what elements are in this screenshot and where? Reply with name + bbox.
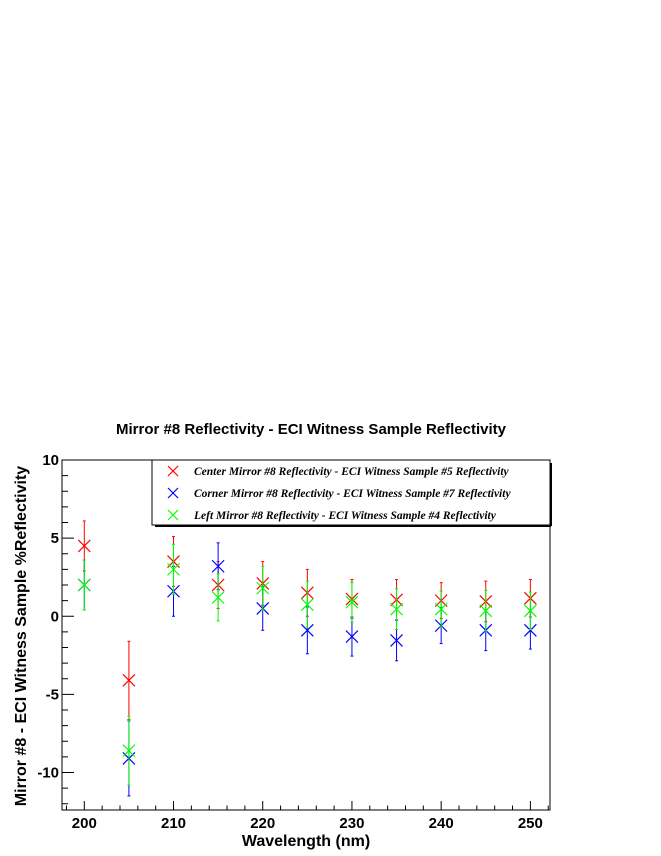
x-marker-stroke xyxy=(122,673,136,687)
x-tick-label: 200 xyxy=(72,815,97,832)
x-marker-stroke xyxy=(434,602,448,616)
data-point xyxy=(479,589,493,632)
data-point xyxy=(167,543,180,595)
x-marker-stroke xyxy=(300,623,314,637)
x-marker-stroke xyxy=(390,602,403,616)
axis-ticks xyxy=(62,459,549,810)
x-tick-label: 230 xyxy=(339,815,364,832)
x-marker-stroke xyxy=(256,581,270,595)
x-marker-stroke xyxy=(211,559,225,573)
y-tick-label: 0 xyxy=(51,608,59,625)
y-tick-label: -10 xyxy=(37,765,59,782)
legend: Center Mirror #8 Reflectivity - ECI Witn… xyxy=(151,459,552,527)
y-tick-label: 5 xyxy=(51,530,59,547)
x-marker-stroke xyxy=(77,539,91,553)
y-tick-label: -5 xyxy=(46,686,59,703)
x-marker-stroke xyxy=(122,744,136,758)
x-marker-stroke xyxy=(345,630,359,643)
data-point xyxy=(345,616,359,657)
data-point xyxy=(122,715,136,786)
data-point xyxy=(211,573,225,622)
legend-marker xyxy=(167,465,179,477)
legend-marker xyxy=(167,487,179,499)
axis-tick-labels: 200 210 220 230 240 250 -10 -5 0 5 10 xyxy=(37,452,543,832)
data-point xyxy=(434,590,448,628)
data-point xyxy=(122,640,136,720)
data-point xyxy=(523,591,537,631)
legend-box xyxy=(151,459,551,526)
data-point xyxy=(77,559,91,611)
data-point xyxy=(256,565,270,611)
x-marker-stroke xyxy=(345,595,359,609)
x-marker-stroke xyxy=(300,598,314,611)
legend-entry: Left Mirror #8 Reflectivity - ECI Witnes… xyxy=(167,509,497,522)
y-axis-label: Mirror #8 - ECI Witness Sample %Reflecti… xyxy=(13,466,30,807)
x-tick-label: 240 xyxy=(429,815,454,832)
x-marker-stroke xyxy=(479,604,493,618)
data-point xyxy=(390,588,403,631)
x-axis-label: Wavelength (nm) xyxy=(242,833,370,850)
x-marker-stroke xyxy=(390,634,403,647)
x-tick-label: 220 xyxy=(250,815,275,832)
legend-entry: Center Mirror #8 Reflectivity - ECI Witn… xyxy=(167,465,510,478)
y-tick-label: 10 xyxy=(42,452,59,469)
legend-entry: Corner Mirror #8 Reflectivity - ECI Witn… xyxy=(167,487,511,500)
x-tick-label: 250 xyxy=(518,815,543,832)
legend-label: Corner Mirror #8 Reflectivity - ECI Witn… xyxy=(194,488,511,500)
x-marker-stroke xyxy=(523,604,537,618)
legend-label: Left Mirror #8 Reflectivity - ECI Witnes… xyxy=(193,510,497,522)
data-point xyxy=(300,580,314,629)
legend-label: Center Mirror #8 Reflectivity - ECI Witn… xyxy=(194,466,510,478)
legend-marker xyxy=(167,509,179,521)
x-marker-stroke xyxy=(77,578,91,592)
chart-title: Mirror #8 Reflectivity - ECI Witness Sam… xyxy=(116,421,507,438)
data-point xyxy=(345,582,359,623)
data-points xyxy=(77,520,537,797)
series-3 xyxy=(77,543,537,786)
x-marker-stroke xyxy=(523,623,537,637)
x-tick-label: 210 xyxy=(161,815,186,832)
x-marker-stroke xyxy=(211,591,225,604)
x-marker-stroke xyxy=(167,562,180,576)
